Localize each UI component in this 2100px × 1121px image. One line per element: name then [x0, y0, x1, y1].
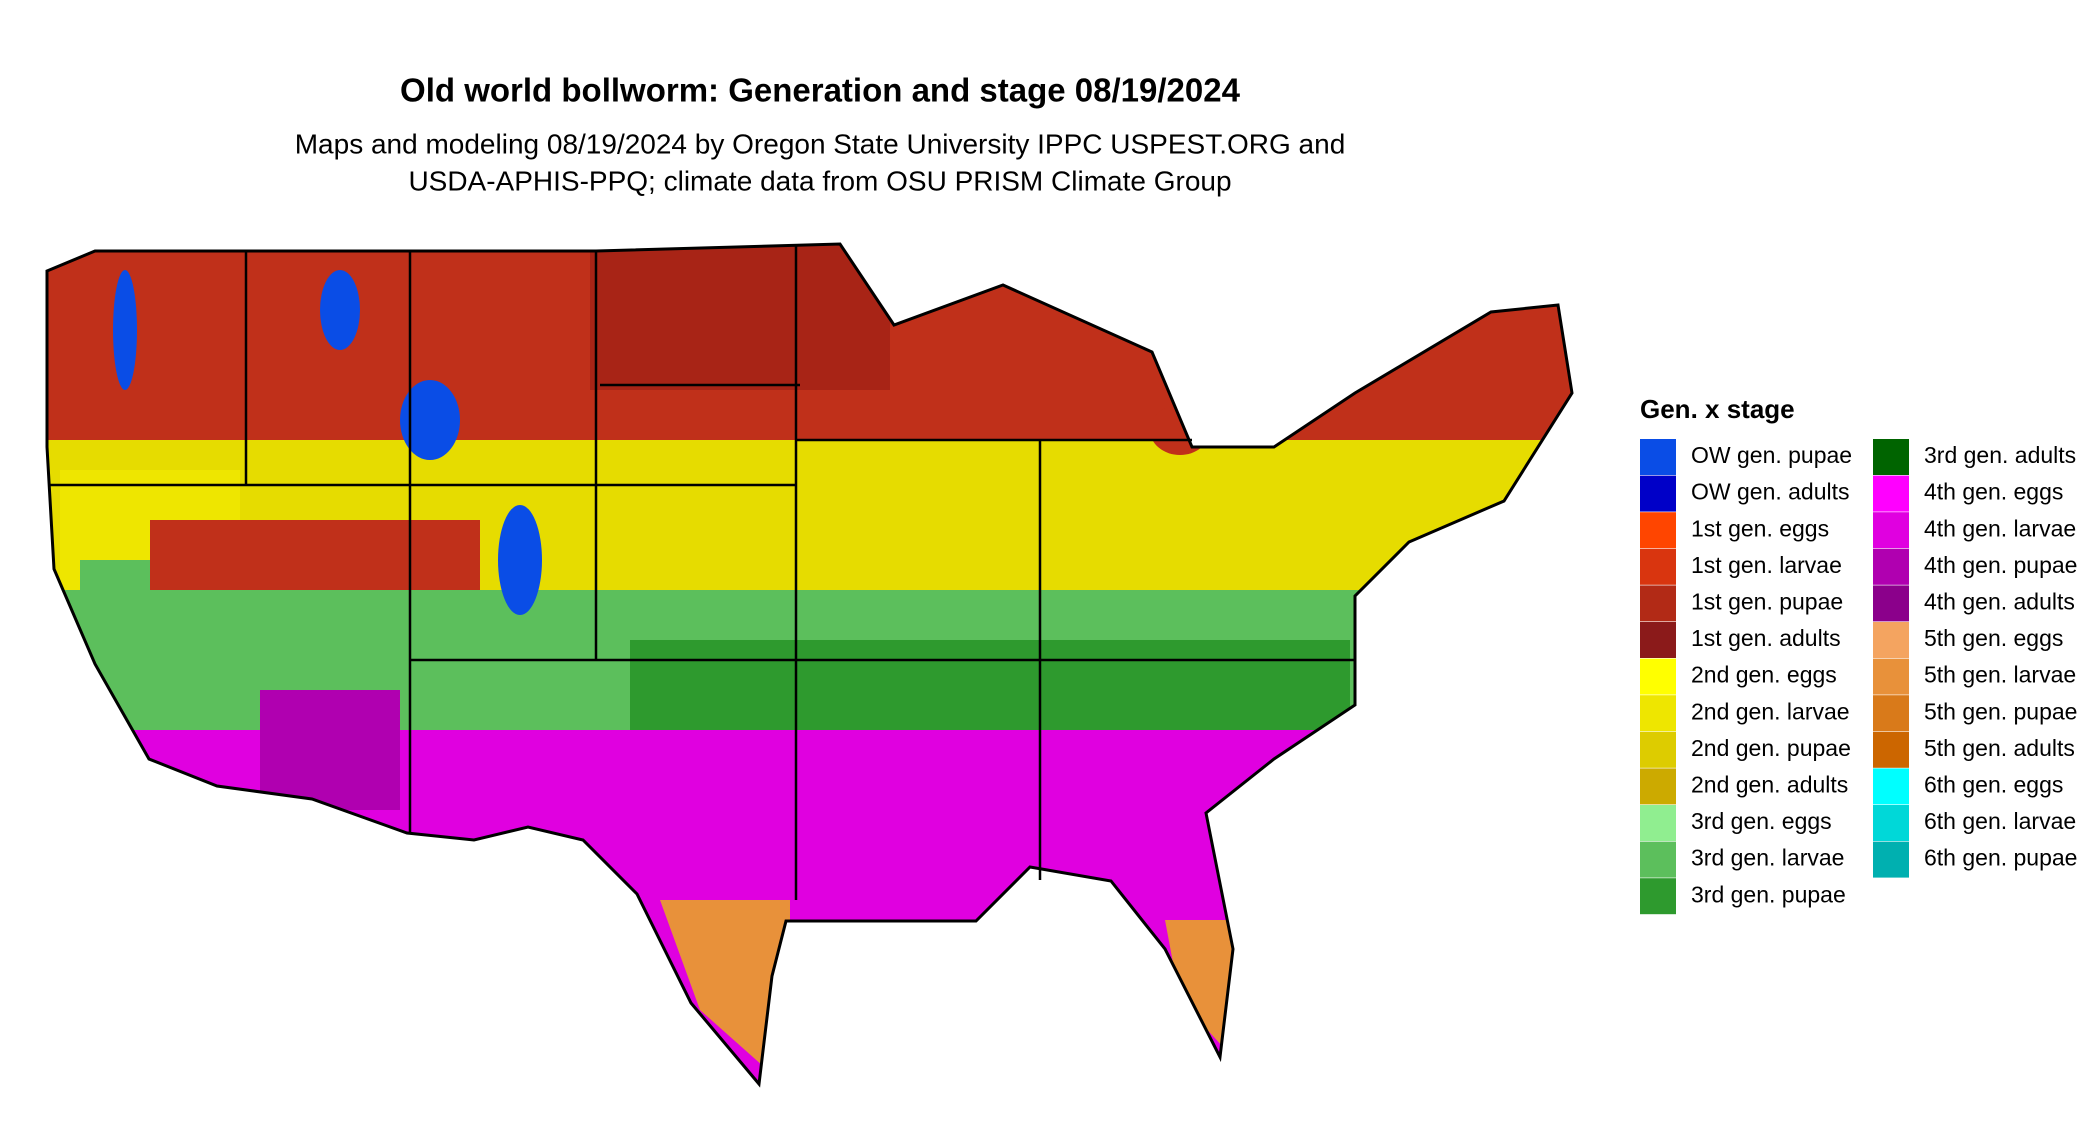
legend-title: Gen. x stage	[1640, 394, 1795, 424]
legend-label: 6th gen. eggs	[1924, 771, 2063, 797]
legend-swatch	[1640, 695, 1676, 732]
legend-swatch	[1873, 439, 1909, 475]
legend-swatch	[1640, 622, 1676, 658]
legend-swatch	[1873, 622, 1909, 658]
legend-swatch	[1640, 731, 1676, 768]
legend-swatch	[1873, 585, 1909, 622]
legend-label: 4th gen. eggs	[1924, 479, 2063, 505]
legend-label: 5th gen. adults	[1924, 735, 2075, 761]
legend-label: 1st gen. pupae	[1691, 588, 1843, 614]
legend-swatch	[1873, 841, 1909, 878]
legend-label: 3rd gen. adults	[1924, 442, 2076, 468]
legend-swatch	[1873, 475, 1909, 512]
state-borders	[50, 244, 1355, 900]
legend-label: 2nd gen. pupae	[1691, 735, 1851, 761]
legend-label: 1st gen. larvae	[1691, 552, 1842, 578]
legend-label: 3rd gen. pupae	[1691, 881, 1846, 907]
subtitle: USDA-APHIS-PPQ; climate data from OSU PR…	[408, 165, 1231, 196]
map-title: Old world bollworm: Generation and stage…	[400, 72, 1241, 109]
legend-swatch	[1873, 548, 1909, 585]
legend-swatch	[1640, 548, 1676, 585]
legend-label: 2nd gen. eggs	[1691, 662, 1837, 688]
map-outline	[45, 242, 1574, 1088]
map	[47, 244, 1572, 1084]
legend-label: OW gen. adults	[1691, 479, 1850, 505]
legend-label: 3rd gen. eggs	[1691, 808, 1832, 834]
legend-swatch	[1873, 768, 1909, 805]
legend-label: 1st gen. adults	[1691, 625, 1841, 651]
legend-label: 4th gen. larvae	[1924, 515, 2076, 541]
legend-swatch	[1873, 512, 1909, 549]
legend-swatch	[1873, 658, 1909, 695]
legend-swatch	[1640, 585, 1676, 622]
legend-label: 1st gen. eggs	[1691, 515, 1829, 541]
legend-label: 4th gen. adults	[1924, 588, 2075, 614]
legend-label: 5th gen. pupae	[1924, 698, 2077, 724]
legend-label: 4th gen. pupae	[1924, 552, 2077, 578]
legend-swatch	[1640, 768, 1676, 805]
legend-label: 2nd gen. adults	[1691, 771, 1848, 797]
legend-swatch	[1873, 805, 1909, 841]
legend-swatch	[1640, 439, 1676, 475]
legend-label: 3rd gen. larvae	[1691, 845, 1844, 871]
legend-swatch	[1640, 805, 1676, 841]
legend-label: 5th gen. eggs	[1924, 625, 2063, 651]
legend-swatch	[1640, 475, 1676, 512]
legend-label: 6th gen. pupae	[1924, 845, 2077, 871]
legend-swatch	[1873, 695, 1909, 732]
legend-swatch	[1873, 731, 1909, 768]
legend-label: OW gen. pupae	[1691, 442, 1852, 468]
legend: OW gen. pupae OW gen. adults 1st gen. eggs…	[1640, 439, 2077, 915]
subtitle: Maps and modeling 08/19/2024 by Oregon S…	[295, 128, 1346, 159]
legend-swatch	[1640, 878, 1676, 915]
legend-label: 6th gen. larvae	[1924, 808, 2076, 834]
legend-label: 2nd gen. larvae	[1691, 698, 1850, 724]
legend-swatch	[1640, 512, 1676, 549]
legend-label: 5th gen. larvae	[1924, 662, 2076, 688]
legend-swatch	[1640, 841, 1676, 878]
legend-swatch	[1640, 658, 1676, 695]
